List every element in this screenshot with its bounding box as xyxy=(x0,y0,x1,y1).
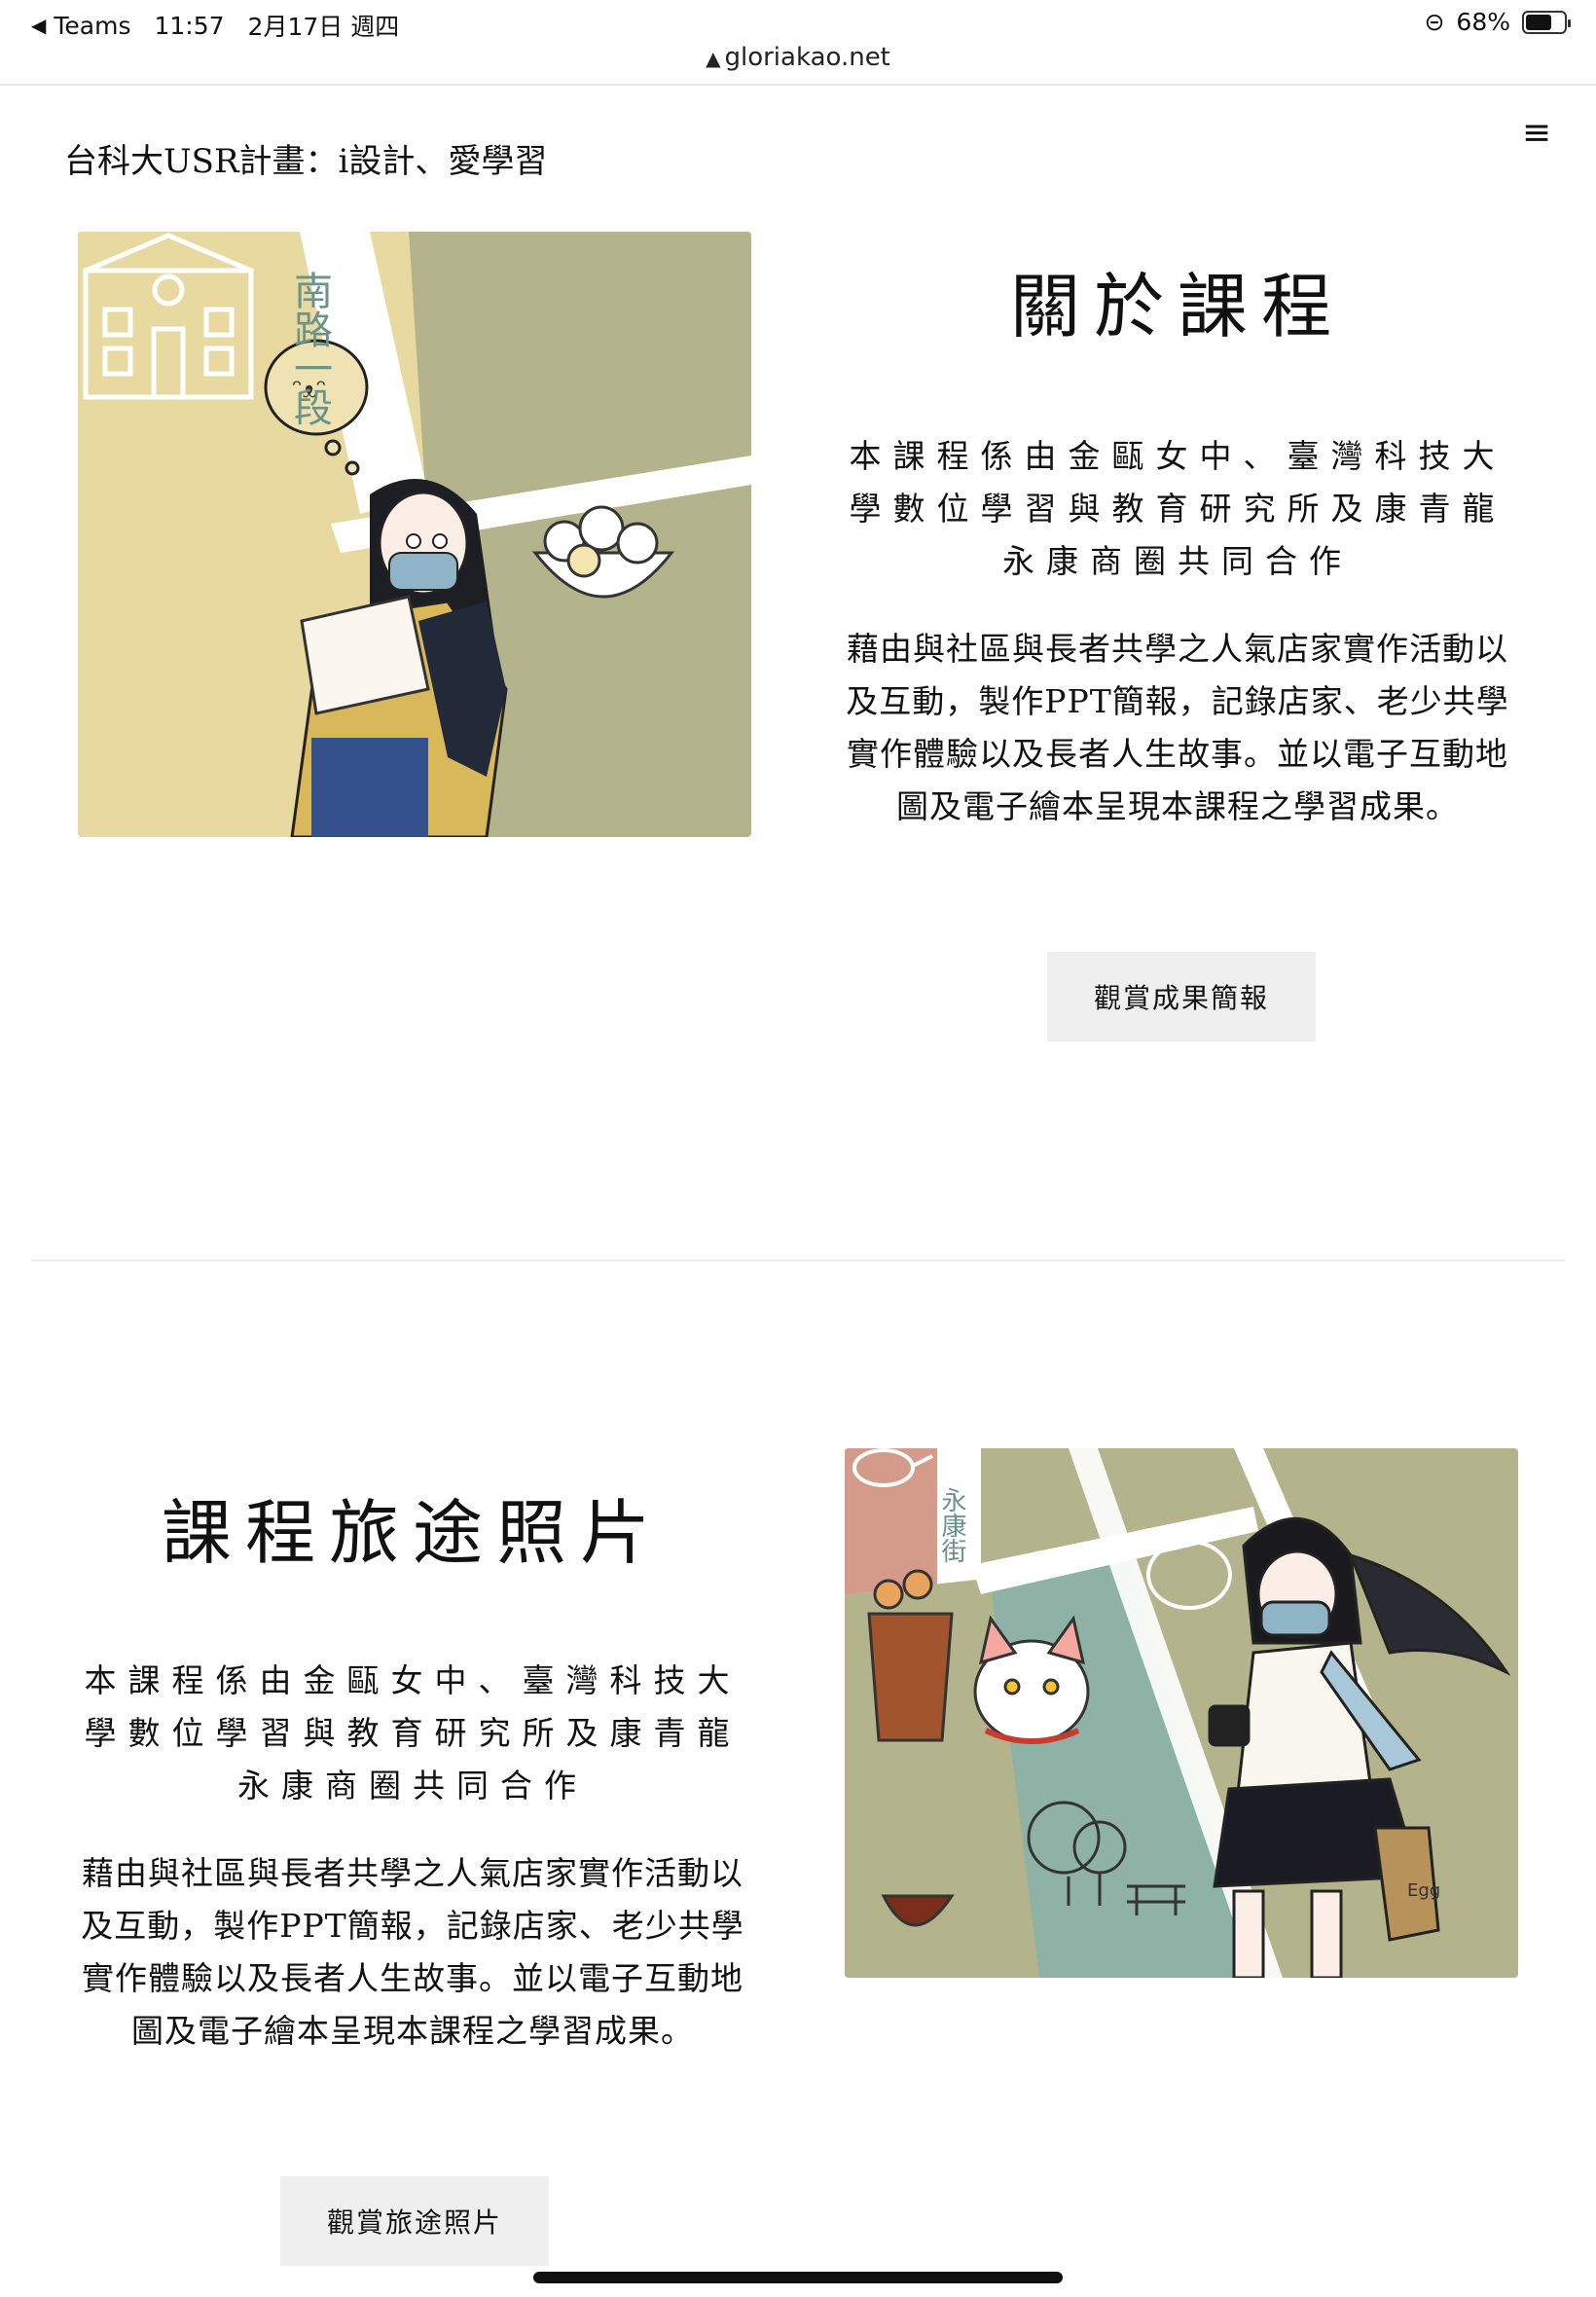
status-left: ◀ Teams 11:57 2月17日 週四 xyxy=(31,8,399,43)
course-illustration: ᵔᴥᵔ 南路一段 xyxy=(78,232,751,837)
photos-para-1: 本課程係由金甌女中、臺灣科技大學數位學習與教育研究所及康青龍永康商圈共同合作 xyxy=(84,1661,742,1805)
photos-para-2: 藉由與社區與長者共學之人氣店家實作活動以及互動，製作PPT簡報，記錄店家、老少共… xyxy=(81,1854,744,2050)
address-bar[interactable]: ▲ gloriakao.net xyxy=(0,43,1596,72)
home-indicator[interactable] xyxy=(533,2272,1063,2283)
illustration-street-sign: 南路一段 xyxy=(287,271,332,426)
svg-text:ᵔᴥᵔ: ᵔᴥᵔ xyxy=(292,375,327,404)
about-description: 藉由與社區與長者共學之人氣店家實作活動以及互動，製作PPT簡報，記錄店家、老少共… xyxy=(833,623,1522,833)
illustration-street-sign-2: 永康街 xyxy=(937,1487,966,1563)
photos-description: 藉由與社區與長者共學之人氣店家實作活動以及互動，製作PPT簡報，記錄店家、老少共… xyxy=(68,1847,757,2058)
about-heading-text: 關於課程 xyxy=(1009,266,1345,347)
battery-icon xyxy=(1522,10,1571,34)
status-bar: ◀ Teams 11:57 2月17日 週四 ⊝ 68% ▲ gloriakao.… xyxy=(0,0,1596,86)
photos-heading-text: 課程旅途照片 xyxy=(161,1492,664,1574)
status-date: 2月17日 週四 xyxy=(247,13,400,41)
about-para-1: 本課程係由金甌女中、臺灣科技大學數位學習與教育研究所及康青龍永康商圈共同合作 xyxy=(849,437,1506,580)
trip-illustration: Egg 永康街 xyxy=(845,1448,1518,1978)
section-divider xyxy=(31,1259,1565,1261)
photos-heading: 課程旅途照片 xyxy=(68,1476,757,1578)
view-results-button[interactable]: 觀賞成果簡報 xyxy=(1047,952,1316,1041)
about-heading: 關於課程 xyxy=(833,249,1522,351)
site-title[interactable]: 台科大USR計畫：i設計、愛學習 xyxy=(64,142,548,181)
url-text: gloriakao.net xyxy=(724,43,890,72)
battery-fill xyxy=(1526,14,1551,30)
photos-intro: 本課程係由金甌女中、臺灣科技大學數位學習與教育研究所及康青龍永康商圈共同合作 xyxy=(68,1655,757,1812)
status-right: ⊝ 68% xyxy=(1424,8,1571,36)
bag-label: Egg xyxy=(1407,1880,1440,1901)
about-para-2: 藉由與社區與長者共學之人氣店家實作活動以及互動，製作PPT簡報，記錄店家、老少共… xyxy=(846,630,1509,825)
lock-icon: ▲ xyxy=(706,47,721,70)
back-to-app-icon[interactable]: ◀ xyxy=(31,14,47,37)
about-intro: 本課程係由金甌女中、臺灣科技大學數位學習與教育研究所及康青龍永康商圈共同合作 xyxy=(833,430,1522,588)
link-icon: ⊝ xyxy=(1424,8,1445,36)
status-time: 11:57 xyxy=(154,11,225,40)
battery-percent: 68% xyxy=(1456,8,1510,36)
back-app-label[interactable]: Teams xyxy=(54,11,131,40)
view-trip-photos-button[interactable]: 觀賞旅途照片 xyxy=(280,2176,549,2266)
hamburger-menu-icon[interactable]: ≡ xyxy=(1521,113,1551,153)
